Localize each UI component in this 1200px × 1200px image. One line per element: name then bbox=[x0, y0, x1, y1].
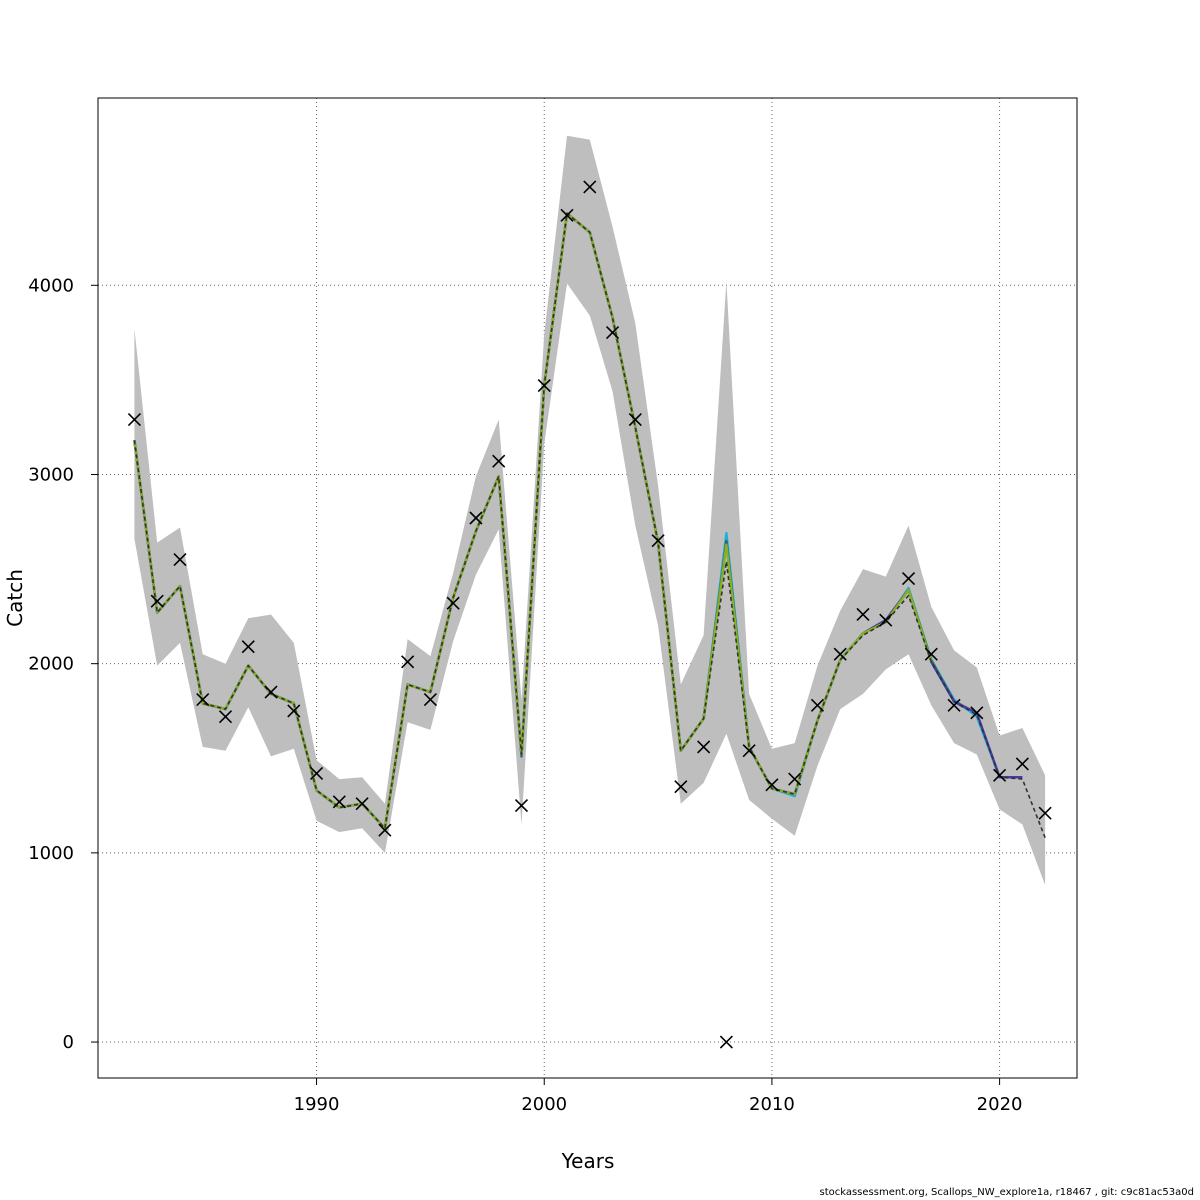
observed-point bbox=[879, 613, 893, 627]
y-tick-label: 1000 bbox=[28, 843, 74, 864]
grid-lines bbox=[98, 98, 1077, 1078]
observed-points bbox=[127, 180, 1052, 1049]
axis-ticks: 1990 2000 2010 2020 0 1000 2000 3000 4000 bbox=[28, 275, 1022, 1115]
observed-point bbox=[674, 780, 688, 794]
y-tick-label: 0 bbox=[63, 1032, 74, 1053]
observed-point bbox=[765, 778, 779, 792]
series-line-3 bbox=[133, 212, 956, 830]
y-axis-title: Catch bbox=[3, 569, 27, 627]
observed-point bbox=[469, 511, 483, 525]
plot-frame bbox=[97, 97, 1078, 1079]
observed-point bbox=[1015, 757, 1029, 771]
observed-point bbox=[947, 698, 961, 712]
observed-point bbox=[833, 647, 847, 661]
observed-point bbox=[560, 208, 574, 222]
observed-point bbox=[423, 693, 437, 707]
observed-point bbox=[264, 685, 278, 699]
observed-point bbox=[651, 534, 665, 548]
x-tick-label: 2010 bbox=[749, 1094, 795, 1115]
observed-point bbox=[628, 413, 642, 427]
observed-point bbox=[378, 823, 392, 837]
observed-point bbox=[901, 571, 916, 586]
observed-point bbox=[287, 704, 301, 718]
x-tick-label: 2020 bbox=[977, 1094, 1023, 1115]
observed-point bbox=[218, 710, 233, 724]
observed-point bbox=[583, 180, 597, 194]
observed-point bbox=[605, 326, 620, 340]
x-tick-label: 2000 bbox=[521, 1094, 567, 1115]
observed-point bbox=[788, 772, 802, 786]
observed-point bbox=[993, 768, 1007, 782]
confidence-band bbox=[134, 135, 1046, 886]
footer-credit: stockassessment.org, Scallops_NW_explore… bbox=[819, 1187, 1194, 1198]
observed-point bbox=[492, 454, 506, 468]
observed-point bbox=[150, 594, 164, 608]
observed-point bbox=[127, 413, 141, 427]
observed-point bbox=[742, 744, 756, 758]
observed-point bbox=[332, 795, 346, 809]
observed-point bbox=[810, 698, 825, 712]
observed-point bbox=[1038, 806, 1052, 820]
ci-band-polygon bbox=[134, 135, 1046, 886]
observed-point bbox=[924, 647, 938, 661]
observed-point bbox=[355, 797, 369, 811]
x-tick-label: 1990 bbox=[294, 1094, 340, 1115]
observed-point bbox=[697, 740, 711, 754]
observed-point bbox=[537, 379, 551, 393]
observed-point bbox=[310, 766, 324, 780]
y-tick-label: 3000 bbox=[28, 464, 74, 485]
y-tick-label: 4000 bbox=[28, 275, 74, 296]
x-axis-title: Years bbox=[561, 1149, 615, 1173]
observed-point bbox=[446, 596, 460, 610]
y-tick-label: 2000 bbox=[28, 654, 74, 675]
observed-point bbox=[970, 706, 984, 720]
observed-point bbox=[173, 553, 187, 567]
series-line-6 bbox=[133, 212, 1046, 838]
observed-point bbox=[719, 1035, 733, 1049]
observed-point bbox=[514, 799, 529, 813]
observed-point bbox=[196, 693, 210, 707]
observed-point bbox=[401, 655, 415, 669]
observed-point bbox=[241, 640, 255, 654]
observed-point bbox=[856, 607, 870, 622]
